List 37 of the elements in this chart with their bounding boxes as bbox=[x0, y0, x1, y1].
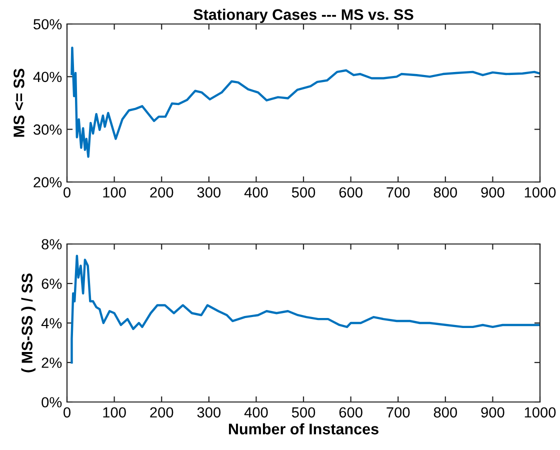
x-tick-label: 700 bbox=[386, 187, 410, 198]
y-axis-title: ( MS-SS ) / SS bbox=[21, 274, 36, 372]
x-tick-label: 400 bbox=[244, 407, 268, 418]
x-tick-label: 800 bbox=[434, 407, 457, 418]
line-series bbox=[70, 254, 540, 364]
x-tick-label: 600 bbox=[339, 187, 362, 198]
x-tick-label: 0 bbox=[64, 407, 70, 418]
x-tick-label: 100 bbox=[103, 407, 126, 418]
y-tick-label: 6% bbox=[42, 278, 62, 289]
x-tick-label: 200 bbox=[150, 187, 174, 198]
chart-title: Stationary Cases --- MS vs. SS bbox=[194, 8, 414, 24]
y-tick-label: 50% bbox=[34, 19, 62, 30]
x-tick-label: 500 bbox=[292, 187, 316, 198]
x-tick-label: 300 bbox=[197, 407, 220, 418]
x-tick-label: 1000 bbox=[524, 187, 556, 198]
x-tick-label: 900 bbox=[481, 407, 504, 418]
x-tick-label: 900 bbox=[481, 187, 504, 198]
y-tick-label: 2% bbox=[42, 358, 62, 368]
y-tick-label: 20% bbox=[34, 177, 62, 188]
y-tick-label: 0% bbox=[42, 397, 62, 408]
y-tick-label: 40% bbox=[33, 72, 62, 82]
x-axis-title: Number of Instances bbox=[228, 423, 378, 434]
x-tick-label: 800 bbox=[434, 187, 457, 198]
x-tick-label: 400 bbox=[244, 187, 268, 198]
x-tick-label: 1000 bbox=[524, 407, 556, 418]
x-tick-label: 300 bbox=[197, 187, 220, 198]
y-tick-label: 4% bbox=[41, 318, 62, 328]
y-tick-label: 8% bbox=[42, 239, 62, 250]
x-tick-label: 200 bbox=[150, 407, 174, 418]
y-tick-label: 30% bbox=[34, 124, 62, 135]
x-tick-label: 0 bbox=[64, 187, 70, 198]
x-tick-label: 100 bbox=[103, 187, 126, 198]
line-series bbox=[70, 46, 540, 158]
x-tick-label: 700 bbox=[386, 407, 410, 418]
y-axis-title: MS <= SS bbox=[14, 68, 24, 137]
x-tick-label: 500 bbox=[292, 407, 316, 418]
x-tick-label: 600 bbox=[339, 407, 362, 418]
